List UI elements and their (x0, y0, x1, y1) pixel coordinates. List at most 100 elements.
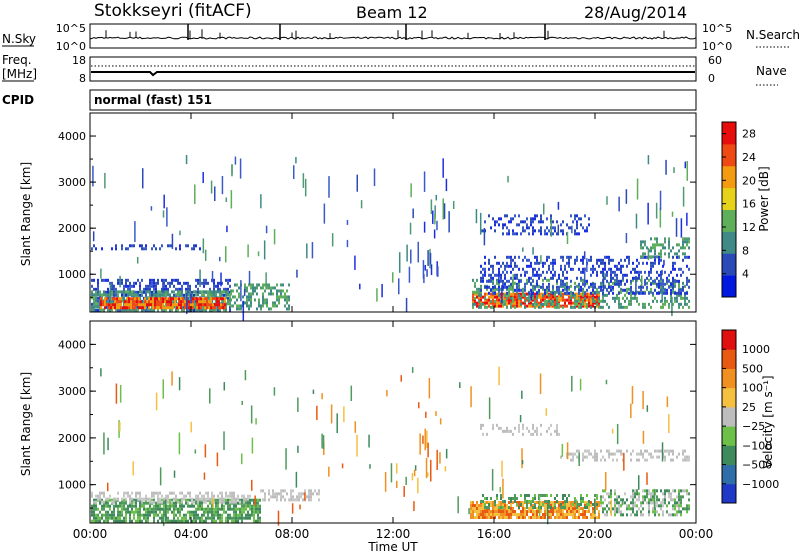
power-cell (544, 288, 546, 292)
velocity-cell (235, 519, 237, 523)
power-cell (192, 306, 194, 310)
power-streak (684, 161, 687, 169)
velocity-cell (219, 507, 221, 511)
velocity-streak (250, 405, 253, 424)
power-cell (222, 297, 224, 301)
velocity-cell (602, 495, 604, 499)
velocity-cell (171, 491, 173, 495)
power-cell (564, 264, 566, 268)
velocity-cell (548, 513, 550, 517)
velocity-cell (177, 510, 179, 514)
velocity-cell (484, 503, 486, 507)
velocity-cell (644, 489, 646, 493)
velocity-streak (436, 449, 438, 470)
velocity-cell (97, 513, 99, 517)
power-cell (572, 291, 574, 295)
power-cell (159, 290, 161, 294)
power-cell (238, 307, 240, 311)
power-cell (256, 283, 258, 287)
velocity-cell (560, 513, 562, 517)
velocity-cell (129, 504, 131, 508)
power-cell (562, 305, 564, 309)
colorbar-segment (722, 209, 736, 232)
velocity-cell (183, 519, 185, 523)
power-cell (122, 306, 124, 310)
power-cell (594, 285, 596, 289)
power-cell (514, 264, 516, 268)
power-cell (592, 296, 594, 300)
y-tick-label: 2000 (58, 432, 86, 445)
power-cell (626, 296, 628, 300)
power-cell (504, 223, 506, 227)
power-cell (506, 255, 508, 259)
velocity-cell (237, 513, 239, 517)
velocity-cell (580, 494, 582, 498)
power-cell (91, 296, 93, 300)
velocity-cell (566, 507, 568, 511)
velocity-cell (193, 510, 195, 514)
power-cell (214, 297, 216, 301)
power-cell (682, 243, 684, 247)
velocity-cell (290, 492, 292, 496)
power-cell (528, 276, 530, 280)
power-cell (548, 229, 550, 233)
power-cell (498, 285, 500, 289)
power-cell (130, 297, 132, 301)
power-cell (534, 217, 536, 221)
velocity-cell (670, 449, 672, 453)
power-cell (646, 261, 648, 265)
power-cell (628, 261, 630, 265)
power-cell (524, 273, 526, 277)
power-cell (640, 288, 642, 292)
velocity-cell (109, 513, 111, 517)
power-cell (146, 300, 148, 304)
power-cell (668, 305, 670, 309)
velocity-cell (119, 516, 121, 520)
power-cell (536, 291, 538, 295)
power-cell (151, 281, 153, 285)
power-colorbar-label: Power [dB] (757, 166, 771, 231)
velocity-cell (199, 516, 201, 520)
power-cell (234, 283, 236, 287)
velocity-cell (243, 516, 245, 520)
velocity-cell (145, 519, 147, 523)
velocity-cell (596, 503, 598, 507)
velocity-cell (670, 495, 672, 499)
velocity-cell (139, 519, 141, 523)
velocity-cell (472, 513, 474, 517)
power-cell (536, 284, 538, 288)
power-cell (590, 298, 592, 302)
velocity-streak (132, 461, 135, 476)
power-cell (218, 306, 220, 310)
power-cell (530, 217, 532, 221)
time-tick-label: 00:00 (679, 527, 714, 541)
velocity-cell (512, 507, 514, 511)
power-cell (678, 291, 680, 295)
velocity-cell (578, 507, 580, 511)
velocity-cell (312, 492, 314, 496)
power-cell (496, 281, 498, 285)
power-cell (175, 278, 177, 282)
power-cell (211, 308, 213, 312)
power-cell (588, 295, 590, 299)
velocity-cell (566, 497, 568, 501)
power-streak (532, 247, 534, 255)
velocity-cell (618, 449, 620, 453)
power-cell (129, 287, 131, 291)
power-streak (659, 190, 662, 211)
power-cell (147, 308, 149, 312)
velocity-cell (173, 497, 175, 501)
velocity-cell (560, 516, 562, 520)
velocity-cell (247, 501, 249, 505)
power-cell (600, 270, 602, 274)
power-streak (265, 225, 268, 234)
power-cell (101, 293, 103, 297)
power-cell (546, 270, 548, 274)
power-cell (111, 287, 113, 291)
power-cell (154, 300, 156, 304)
power-cell (262, 286, 264, 290)
power-cell (490, 288, 492, 292)
velocity-streak (621, 501, 624, 506)
power-cell (646, 287, 648, 291)
velocity-cell (594, 455, 596, 459)
